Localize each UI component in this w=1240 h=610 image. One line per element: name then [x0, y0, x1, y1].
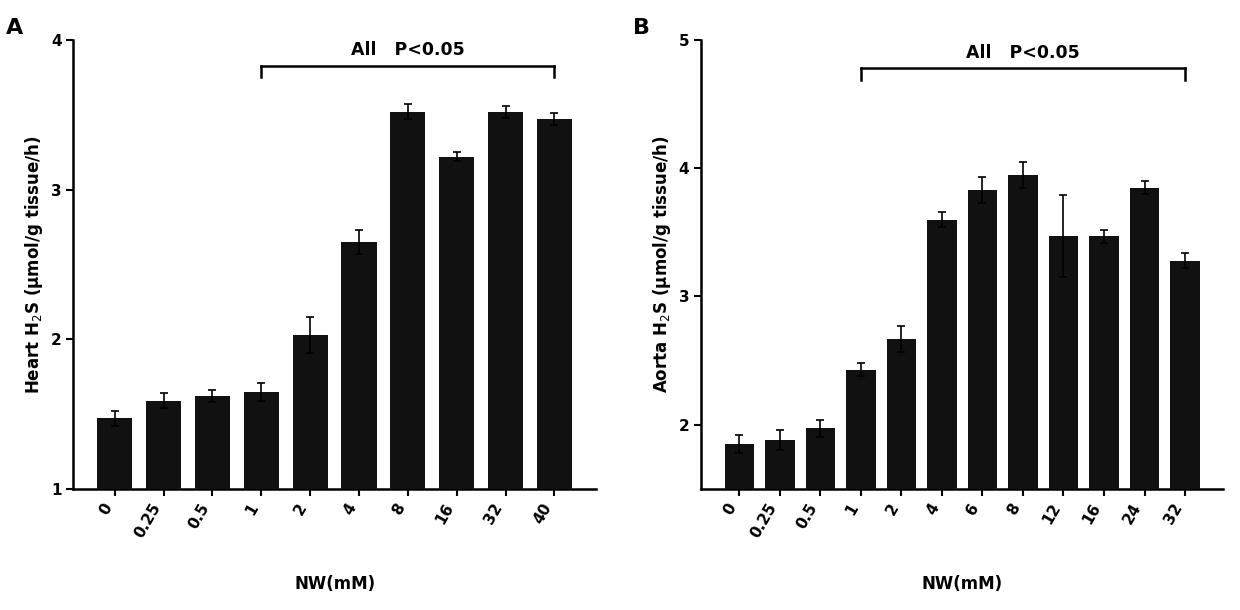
Bar	[1090, 236, 1118, 489]
Y-axis label: Aorta H$_2$S (μmol/g tissue/h): Aorta H$_2$S (μmol/g tissue/h)	[651, 135, 673, 393]
Bar	[725, 444, 754, 489]
Bar	[1008, 174, 1038, 489]
Bar	[1171, 260, 1199, 489]
Bar	[391, 112, 425, 489]
Bar	[244, 392, 279, 489]
Bar	[341, 242, 377, 489]
Text: All   P<0.05: All P<0.05	[966, 44, 1080, 62]
Bar	[847, 370, 875, 489]
Bar	[146, 401, 181, 489]
Bar	[537, 120, 572, 489]
Bar	[195, 396, 231, 489]
Bar	[439, 157, 474, 489]
Text: B: B	[634, 18, 650, 38]
Bar	[97, 418, 133, 489]
Text: All   P<0.05: All P<0.05	[351, 41, 465, 59]
Bar	[806, 428, 835, 489]
Bar	[293, 335, 327, 489]
X-axis label: NW(mM): NW(mM)	[294, 575, 376, 594]
Bar	[489, 112, 523, 489]
Y-axis label: Heart H$_2$S (μmol/g tissue/h): Heart H$_2$S (μmol/g tissue/h)	[24, 135, 46, 394]
X-axis label: NW(mM): NW(mM)	[921, 575, 1003, 594]
Bar	[887, 339, 916, 489]
Bar	[928, 220, 956, 489]
Bar	[1049, 236, 1078, 489]
Bar	[765, 440, 795, 489]
Text: A: A	[5, 18, 22, 38]
Bar	[968, 190, 997, 489]
Bar	[1130, 187, 1159, 489]
